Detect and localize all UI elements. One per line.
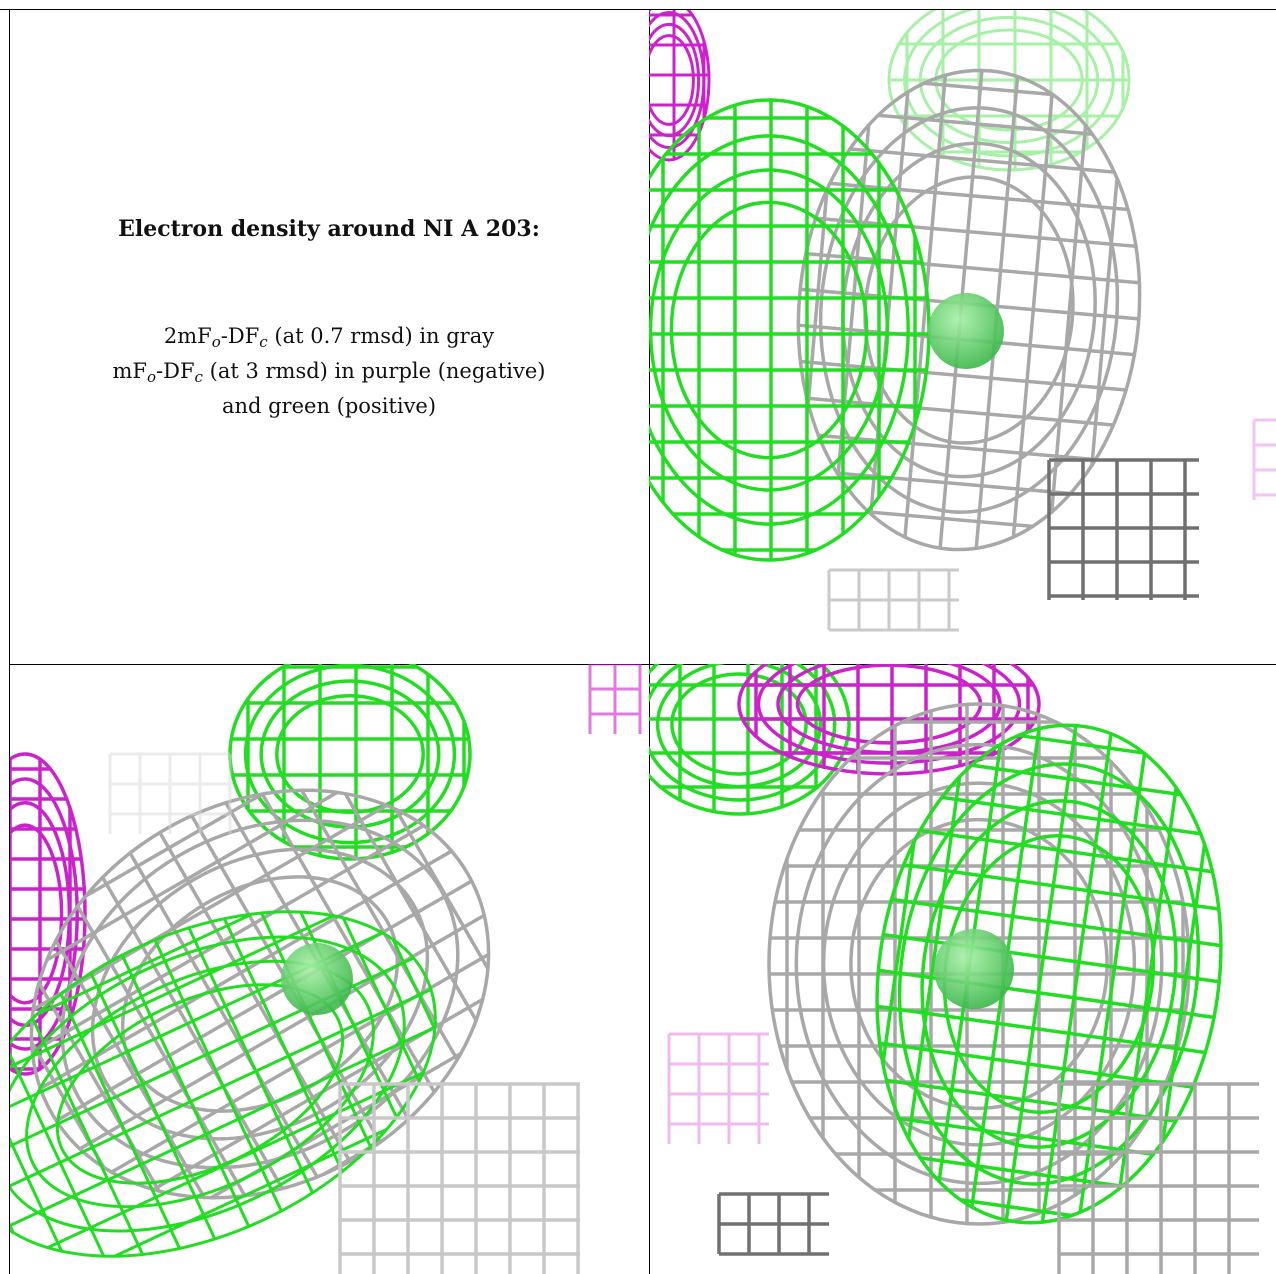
gray-density-fragment-4 xyxy=(108,752,232,834)
density-view-1 xyxy=(649,10,1276,664)
gray-density-fragment-1 xyxy=(1047,458,1199,600)
negative-density-1 xyxy=(649,10,711,162)
legend-line-2: mFo-DFc (at 3 rmsd) in purple (negative) xyxy=(112,359,546,386)
ni-atom-view-3 xyxy=(934,929,1014,1009)
legend-line-3: and green (positive) xyxy=(221,394,437,418)
legend-line-1: 2mFo-DFc (at 0.7 rmsd) in gray xyxy=(163,324,495,351)
negative-density-fragment-1 xyxy=(1252,418,1276,500)
density-mesh-view-1 xyxy=(649,10,1276,632)
legend-text: 2mFo-DFc (at 0.7 rmsd) in gray mFo-DFc (… xyxy=(10,322,648,421)
density-mesh-view-3 xyxy=(649,664,1259,1274)
gray-density-fragment-6 xyxy=(717,1192,829,1256)
ni-atom-view-1 xyxy=(928,293,1004,369)
density-view-3 xyxy=(649,664,1276,1274)
gray-density-1 xyxy=(796,68,1142,552)
legend-cell: Electron density around NI A 203: 2mFo-D… xyxy=(10,10,648,664)
gray-density-fragment-2 xyxy=(827,568,959,632)
rule-mid-vertical xyxy=(649,9,650,1274)
ni-atom-view-2 xyxy=(281,943,353,1015)
gray-density-2 xyxy=(29,788,491,1200)
positive-density-top-2 xyxy=(228,664,472,861)
rule-mid-horizontal xyxy=(9,664,1276,665)
density-mesh-view-2 xyxy=(10,664,642,1274)
negative-density-fragment-2 xyxy=(588,664,642,734)
negative-density-fragment-3 xyxy=(667,1032,769,1144)
gray-density-fragment-5 xyxy=(1057,1082,1259,1274)
positive-density-3 xyxy=(875,723,1223,1225)
rule-top xyxy=(0,9,1276,10)
density-view-2 xyxy=(10,664,649,1274)
figure-title: Electron density around NI A 203: xyxy=(118,216,540,242)
gray-density-fragment-3 xyxy=(338,1082,580,1274)
rule-left xyxy=(9,9,10,1274)
positive-density-1 xyxy=(649,98,931,562)
